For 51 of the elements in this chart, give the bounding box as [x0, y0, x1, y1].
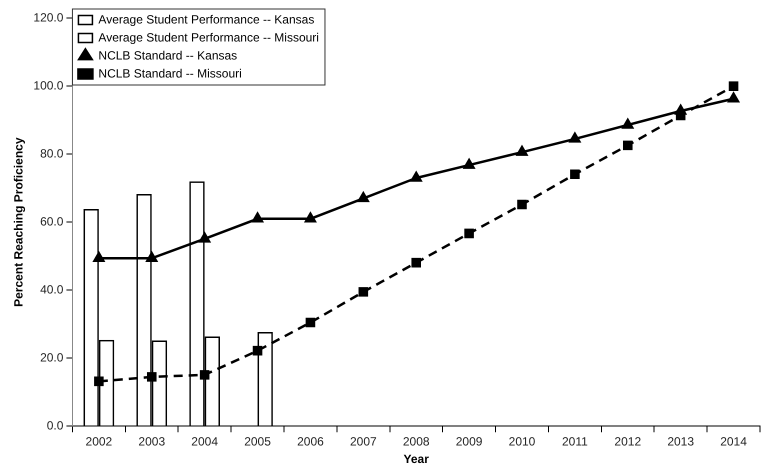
x-tick-label: 2010: [508, 434, 536, 449]
x-tick-label: 2012: [614, 434, 642, 449]
legend-label: NCLB Standard -- Missouri: [98, 66, 242, 80]
point: [94, 376, 104, 386]
x-axis-title: Year: [404, 452, 430, 466]
x-tick-label: 2005: [244, 434, 272, 449]
point: [464, 228, 474, 238]
x-tick-label: 2009: [456, 434, 483, 449]
x-tick-label: 2003: [138, 434, 166, 449]
point: [146, 372, 157, 382]
x-tick-label: 2008: [402, 434, 430, 449]
point: [306, 318, 316, 328]
point: [517, 200, 527, 210]
y-tick-label: 0.0: [46, 418, 64, 433]
point: [199, 232, 210, 243]
point: [252, 212, 264, 223]
y-tick-label: 80.0: [40, 146, 64, 161]
x-tick-label: 2011: [562, 434, 588, 449]
point: [569, 132, 580, 143]
point: [570, 169, 580, 180]
y-tick-label: 40.0: [40, 282, 64, 297]
y-tick-label: 100.0: [33, 78, 64, 93]
x-tick-label: 2002: [86, 434, 113, 449]
point: [464, 158, 475, 169]
point: [146, 252, 158, 262]
x-tick-label: 2014: [720, 434, 748, 449]
x-tick-label: 2007: [350, 434, 377, 449]
x-tick-label: 2004: [191, 434, 218, 449]
legend-label: Average Student Performance -- Kansas: [98, 12, 314, 26]
point: [516, 146, 528, 156]
point: [93, 252, 104, 262]
y-tick-label: 60.0: [40, 214, 64, 229]
point: [358, 287, 368, 297]
point: [622, 118, 634, 129]
point: [675, 104, 686, 115]
point: [622, 140, 633, 150]
legend-label: Average Student Performance -- Missouri: [98, 30, 319, 44]
point: [728, 92, 740, 103]
point: [411, 258, 421, 268]
y-tick-label: 20.0: [40, 350, 64, 365]
point: [358, 192, 369, 202]
point: [200, 370, 210, 380]
y-axis-title: Percent Reaching Proficiency: [12, 137, 26, 307]
point: [252, 346, 262, 356]
legend-label: NCLB Standard -- Kansas: [98, 48, 238, 62]
y-tick-label: 120.0: [33, 10, 64, 25]
x-tick-label: 2006: [297, 434, 324, 449]
point: [410, 172, 422, 182]
x-tick-label: 2013: [667, 434, 694, 449]
point: [728, 81, 738, 91]
point: [304, 212, 316, 223]
